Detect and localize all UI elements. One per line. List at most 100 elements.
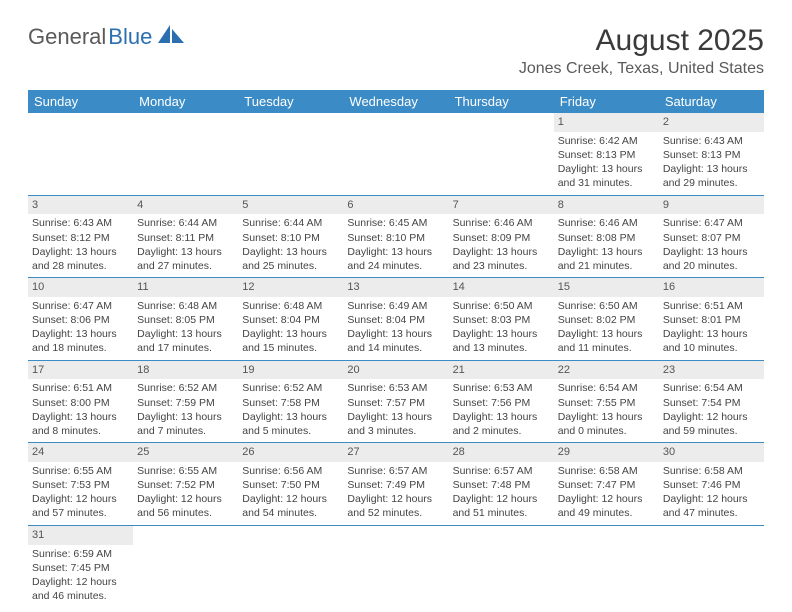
cell-daylight: Daylight: 13 hours and 27 minutes. (137, 245, 234, 273)
cell-daylight: Daylight: 13 hours and 18 minutes. (32, 327, 129, 355)
cell-sunrise: Sunrise: 6:48 AM (137, 299, 234, 313)
cell-daylight: Daylight: 13 hours and 17 minutes. (137, 327, 234, 355)
cell-sunset: Sunset: 8:11 PM (137, 231, 234, 245)
calendar-table: SundayMondayTuesdayWednesdayThursdayFrid… (28, 90, 764, 607)
day-number: 23 (659, 361, 764, 380)
calendar-cell: 10Sunrise: 6:47 AMSunset: 8:06 PMDayligh… (28, 278, 133, 361)
calendar-cell: 13Sunrise: 6:49 AMSunset: 8:04 PMDayligh… (343, 278, 448, 361)
cell-sunset: Sunset: 8:13 PM (663, 148, 760, 162)
cell-sunset: Sunset: 7:54 PM (663, 396, 760, 410)
day-header: Monday (133, 90, 238, 113)
day-number: 24 (28, 443, 133, 462)
cell-daylight: Daylight: 13 hours and 14 minutes. (347, 327, 444, 355)
calendar-cell (449, 113, 554, 195)
calendar-cell (343, 525, 448, 607)
cell-sunrise: Sunrise: 6:53 AM (347, 381, 444, 395)
cell-daylight: Daylight: 13 hours and 21 minutes. (558, 245, 655, 273)
cell-daylight: Daylight: 12 hours and 56 minutes. (137, 492, 234, 520)
calendar-cell (238, 525, 343, 607)
day-number: 15 (554, 278, 659, 297)
calendar-cell: 3Sunrise: 6:43 AMSunset: 8:12 PMDaylight… (28, 195, 133, 278)
cell-daylight: Daylight: 12 hours and 51 minutes. (453, 492, 550, 520)
cell-sunrise: Sunrise: 6:58 AM (663, 464, 760, 478)
day-number: 5 (238, 196, 343, 215)
cell-sunset: Sunset: 8:00 PM (32, 396, 129, 410)
cell-sunset: Sunset: 8:04 PM (242, 313, 339, 327)
cell-daylight: Daylight: 12 hours and 46 minutes. (32, 575, 129, 603)
cell-sunrise: Sunrise: 6:52 AM (137, 381, 234, 395)
calendar-cell: 8Sunrise: 6:46 AMSunset: 8:08 PMDaylight… (554, 195, 659, 278)
calendar-cell: 17Sunrise: 6:51 AMSunset: 8:00 PMDayligh… (28, 360, 133, 443)
cell-sunset: Sunset: 8:05 PM (137, 313, 234, 327)
day-number: 17 (28, 361, 133, 380)
cell-daylight: Daylight: 13 hours and 3 minutes. (347, 410, 444, 438)
cell-sunrise: Sunrise: 6:44 AM (137, 216, 234, 230)
day-number: 27 (343, 443, 448, 462)
cell-sunrise: Sunrise: 6:46 AM (453, 216, 550, 230)
calendar-cell: 29Sunrise: 6:58 AMSunset: 7:47 PMDayligh… (554, 443, 659, 526)
cell-sunrise: Sunrise: 6:55 AM (32, 464, 129, 478)
calendar-cell: 9Sunrise: 6:47 AMSunset: 8:07 PMDaylight… (659, 195, 764, 278)
calendar-cell: 15Sunrise: 6:50 AMSunset: 8:02 PMDayligh… (554, 278, 659, 361)
day-number: 21 (449, 361, 554, 380)
cell-daylight: Daylight: 13 hours and 7 minutes. (137, 410, 234, 438)
cell-sunrise: Sunrise: 6:48 AM (242, 299, 339, 313)
cell-sunrise: Sunrise: 6:49 AM (347, 299, 444, 313)
cell-sunset: Sunset: 8:13 PM (558, 148, 655, 162)
calendar-week: 17Sunrise: 6:51 AMSunset: 8:00 PM Dayligh… (28, 360, 764, 443)
cell-sunrise: Sunrise: 6:46 AM (558, 216, 655, 230)
cell-daylight: Daylight: 13 hours and 11 minutes. (558, 327, 655, 355)
calendar-cell: 25Sunrise: 6:55 AMSunset: 7:52 PMDayligh… (133, 443, 238, 526)
day-number: 18 (133, 361, 238, 380)
cell-sunset: Sunset: 8:07 PM (663, 231, 760, 245)
day-header: Saturday (659, 90, 764, 113)
cell-daylight: Daylight: 13 hours and 23 minutes. (453, 245, 550, 273)
cell-sunset: Sunset: 8:09 PM (453, 231, 550, 245)
cell-sunrise: Sunrise: 6:51 AM (32, 381, 129, 395)
day-number: 19 (238, 361, 343, 380)
cell-sunrise: Sunrise: 6:51 AM (663, 299, 760, 313)
calendar-week: 3Sunrise: 6:43 AMSunset: 8:12 PMDaylight… (28, 195, 764, 278)
cell-sunset: Sunset: 8:08 PM (558, 231, 655, 245)
cell-daylight: Daylight: 12 hours and 54 minutes. (242, 492, 339, 520)
cell-sunrise: Sunrise: 6:59 AM (32, 547, 129, 561)
day-number: 2 (659, 113, 764, 132)
day-number: 8 (554, 196, 659, 215)
day-header: Thursday (449, 90, 554, 113)
cell-sunrise: Sunrise: 6:47 AM (663, 216, 760, 230)
day-number: 3 (28, 196, 133, 215)
cell-sunrise: Sunrise: 6:57 AM (347, 464, 444, 478)
day-number: 11 (133, 278, 238, 297)
location-text: Jones Creek, Texas, United States (519, 60, 764, 78)
cell-sunrise: Sunrise: 6:54 AM (663, 381, 760, 395)
cell-sunrise: Sunrise: 6:57 AM (453, 464, 550, 478)
header: GeneralBlue August 2025 Jones Creek, Tex… (28, 24, 764, 78)
calendar-week: 1Sunrise: 6:42 AMSunset: 8:13 PMDaylight… (28, 113, 764, 195)
day-header: Friday (554, 90, 659, 113)
calendar-cell: 23Sunrise: 6:54 AMSunset: 7:54 PMDayligh… (659, 360, 764, 443)
cell-sunset: Sunset: 7:49 PM (347, 478, 444, 492)
day-number: 29 (554, 443, 659, 462)
cell-daylight: Daylight: 13 hours and 24 minutes. (347, 245, 444, 273)
calendar-cell: 6Sunrise: 6:45 AMSunset: 8:10 PMDaylight… (343, 195, 448, 278)
day-number: 14 (449, 278, 554, 297)
calendar-cell: 16Sunrise: 6:51 AMSunset: 8:01 PMDayligh… (659, 278, 764, 361)
day-number: 6 (343, 196, 448, 215)
calendar-cell (133, 525, 238, 607)
day-number: 13 (343, 278, 448, 297)
cell-sunset: Sunset: 7:57 PM (347, 396, 444, 410)
calendar-cell: 20Sunrise: 6:53 AMSunset: 7:57 PMDayligh… (343, 360, 448, 443)
calendar-cell (343, 113, 448, 195)
title-block: August 2025 Jones Creek, Texas, United S… (519, 24, 764, 78)
cell-daylight: Daylight: 12 hours and 57 minutes. (32, 492, 129, 520)
calendar-cell (133, 113, 238, 195)
cell-sunrise: Sunrise: 6:50 AM (453, 299, 550, 313)
cell-daylight: Daylight: 12 hours and 59 minutes. (663, 410, 760, 438)
calendar-cell: 2Sunrise: 6:43 AMSunset: 8:13 PMDaylight… (659, 113, 764, 195)
calendar-cell: 30Sunrise: 6:58 AMSunset: 7:46 PMDayligh… (659, 443, 764, 526)
calendar-cell: 22Sunrise: 6:54 AMSunset: 7:55 PMDayligh… (554, 360, 659, 443)
calendar-cell: 18Sunrise: 6:52 AMSunset: 7:59 PMDayligh… (133, 360, 238, 443)
cell-daylight: Daylight: 13 hours and 31 minutes. (558, 162, 655, 190)
cell-sunrise: Sunrise: 6:50 AM (558, 299, 655, 313)
calendar-cell: 1Sunrise: 6:42 AMSunset: 8:13 PMDaylight… (554, 113, 659, 195)
